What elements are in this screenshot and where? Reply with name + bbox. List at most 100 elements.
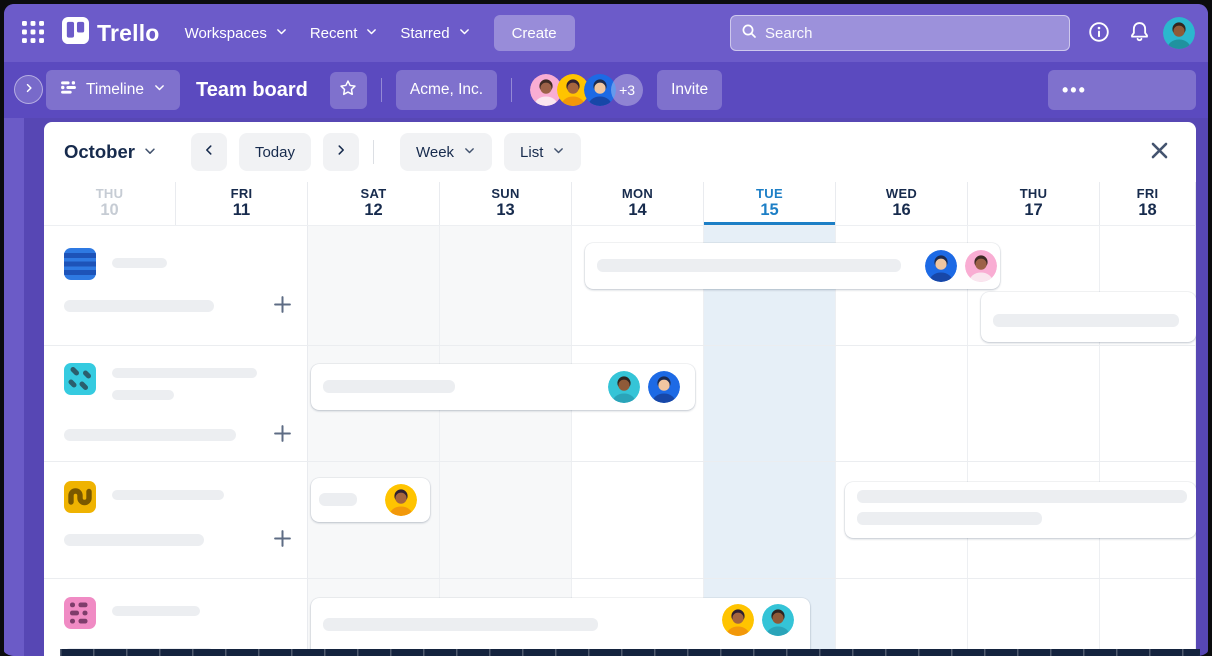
- lists-sidebar: [44, 226, 308, 655]
- avatar[interactable]: [530, 74, 563, 106]
- expand-sidebar-button[interactable]: [14, 75, 43, 104]
- list-title-placeholder: [112, 490, 224, 500]
- view-switcher-button[interactable]: Timeline: [46, 70, 180, 110]
- day-header-wed-16: WED 16: [836, 182, 968, 225]
- timeline-panel: October Today Week: [44, 122, 1196, 656]
- invite-button[interactable]: Invite: [657, 70, 723, 110]
- board-menu-button[interactable]: •••: [1048, 70, 1196, 110]
- prev-period-button[interactable]: [190, 133, 227, 171]
- info-icon: [1088, 21, 1110, 46]
- day-header-fri-11: FRI 11: [176, 182, 308, 225]
- avatar: [965, 250, 997, 282]
- chevron-right-icon: [334, 143, 348, 161]
- chevron-down-icon: [275, 25, 288, 42]
- timeline-card[interactable]: [311, 364, 695, 410]
- chevron-left-icon: [202, 143, 216, 161]
- day-header-thu-17: THU 17: [968, 182, 1100, 225]
- timeline-card[interactable]: [845, 482, 1196, 538]
- day-column-17: [968, 226, 1100, 655]
- day-header-mon-14: MON 14: [572, 182, 704, 225]
- list-title-placeholder: [112, 258, 167, 268]
- add-card-button[interactable]: [269, 422, 295, 448]
- timeline-card[interactable]: [311, 478, 430, 522]
- day-column-18: [1100, 226, 1196, 655]
- top-nav: Trello Workspaces Recent Starred Create: [4, 4, 1208, 62]
- avatar: [762, 604, 794, 636]
- timeline-view-icon: [60, 79, 77, 101]
- collapsed-board-sidebar[interactable]: [4, 118, 24, 656]
- nav-item-workspaces[interactable]: Workspaces: [174, 17, 299, 50]
- month-selector[interactable]: October: [64, 141, 157, 163]
- board-members[interactable]: +3: [530, 74, 644, 106]
- avatar[interactable]: [557, 74, 590, 106]
- timeline-card[interactable]: [981, 292, 1196, 342]
- day-column-13: [440, 226, 572, 655]
- members-overflow-badge[interactable]: +3: [611, 74, 644, 106]
- timeline-scrubber[interactable]: [60, 649, 1200, 656]
- avatar: [925, 250, 957, 282]
- ellipsis-icon: •••: [1062, 79, 1087, 100]
- bell-icon: [1129, 21, 1150, 45]
- add-card-button[interactable]: [269, 527, 295, 553]
- timeline-toolbar: October Today Week: [44, 122, 1196, 182]
- close-timeline-button[interactable]: [1142, 135, 1176, 169]
- trello-logo[interactable]: Trello: [62, 16, 160, 50]
- close-icon: [1149, 140, 1170, 164]
- grid-icon: [22, 20, 44, 46]
- star-icon: [339, 79, 357, 102]
- card-text-placeholder: [323, 380, 455, 393]
- day-header-row: THU 10 FRI 11 SAT 12 SUN 13 MON 14 TUE 15 WED 16 THU 17…: [44, 182, 1196, 226]
- avatar[interactable]: [584, 74, 617, 106]
- list-title-placeholder: [112, 606, 200, 616]
- grouping-selector[interactable]: List: [504, 133, 582, 171]
- nav-item-recent[interactable]: Recent: [299, 17, 390, 50]
- account-avatar-button[interactable]: [1162, 16, 1196, 50]
- card-text-placeholder: [993, 314, 1179, 327]
- nav-item-starred[interactable]: Starred: [389, 17, 481, 50]
- create-button[interactable]: Create: [493, 15, 575, 51]
- chevron-down-icon: [463, 144, 476, 161]
- plus-icon: [273, 295, 292, 317]
- timeline-grid: [44, 226, 1196, 655]
- day-column-16: [836, 226, 968, 655]
- plus-icon: [273, 529, 292, 551]
- search-box[interactable]: [730, 15, 1070, 51]
- card-text-placeholder: [319, 493, 357, 506]
- dashes-icon: [64, 363, 96, 395]
- avatar: [385, 484, 417, 516]
- chevron-down-icon: [153, 81, 166, 99]
- search-input[interactable]: [765, 24, 1059, 42]
- date-nav-group: Today Week List: [190, 133, 582, 171]
- dots-icon: [64, 597, 96, 629]
- chevron-down-icon: [458, 25, 471, 42]
- lane-separator: [44, 345, 1196, 346]
- day-column-15: [704, 226, 836, 655]
- day-column-12: [308, 226, 440, 655]
- stripes-icon: [64, 248, 96, 280]
- info-button[interactable]: [1082, 16, 1116, 50]
- add-card-button[interactable]: [269, 293, 295, 319]
- star-board-button[interactable]: [329, 71, 367, 109]
- today-button[interactable]: Today: [238, 133, 311, 171]
- next-period-button[interactable]: [322, 133, 359, 171]
- board-title: Team board: [196, 78, 308, 101]
- search-icon: [741, 23, 757, 44]
- workspace-button[interactable]: Acme, Inc.: [395, 70, 498, 110]
- notifications-button[interactable]: [1122, 16, 1156, 50]
- day-header-thu-10: THU 10: [44, 182, 176, 225]
- app-switcher-button[interactable]: [16, 16, 50, 50]
- day-column-14: [572, 226, 704, 655]
- card-text-placeholder: [597, 259, 901, 272]
- chevron-down-icon: [552, 144, 565, 161]
- card-text-placeholder: [857, 490, 1187, 503]
- divider: [380, 78, 382, 102]
- list-title-placeholder: [112, 368, 257, 378]
- range-selector[interactable]: Week: [399, 133, 493, 171]
- timeline-card[interactable]: [585, 243, 1000, 289]
- timeline-card[interactable]: [311, 598, 810, 655]
- avatar: [608, 371, 640, 403]
- avatar: [1163, 17, 1195, 49]
- avatar: [648, 371, 680, 403]
- card-title-placeholder: [64, 300, 214, 312]
